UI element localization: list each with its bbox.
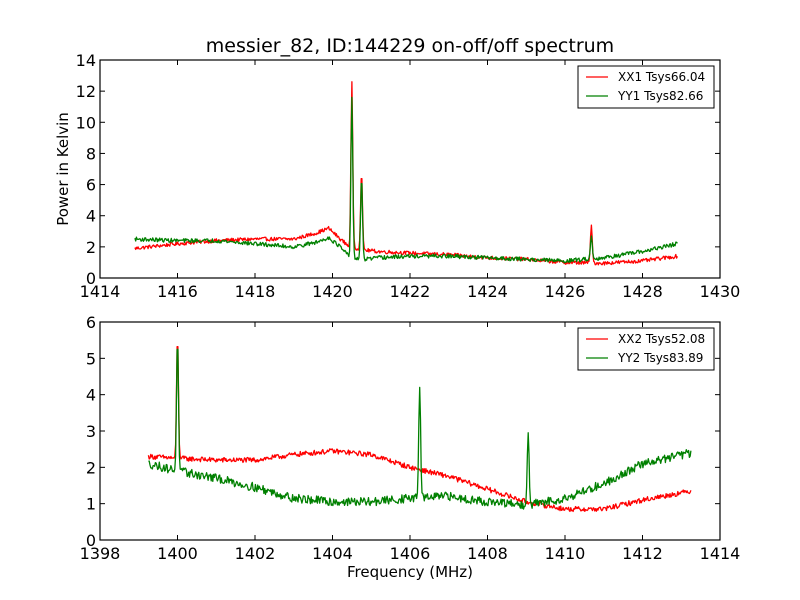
bottom-legend-box [577,327,715,371]
bottom-xtick-label: 1398 [80,544,121,563]
top-xtick-label: 1418 [235,282,276,301]
top-plot-lines [134,81,678,266]
top-xtick-label: 1422 [390,282,431,301]
top-ytick-label: 6 [86,176,96,195]
bottom-ytick-label: 0 [86,531,96,550]
bottom-xtick-label: 1402 [235,544,276,563]
bottom-ytick-label: 2 [86,458,96,477]
top-plot-ticks: 1414 1416 1418 1420 1422 1424 1426 1428 1430 0 2 4 6… [76,51,741,301]
legend-label-xx2: XX2 Tsys52.08 [618,332,705,346]
chart-title: messier_82, ID:144229 on-off/off spectru… [206,35,614,57]
bottom-ytick-label: 5 [86,349,96,368]
bottom-ytick-label: 6 [86,313,96,332]
bottom-plot-lines [147,346,692,513]
top-ytick-label: 4 [86,207,96,226]
bottom-xtick-label: 1412 [622,544,663,563]
top-xtick-label: 1430 [700,282,741,301]
bottom-xtick-label: 1410 [545,544,586,563]
top-xtick-label: 1424 [467,282,508,301]
bottom-xtick-label: 1414 [700,544,741,563]
top-xtick-label: 1416 [157,282,198,301]
bottom-series-line-xx [147,346,692,513]
top-ytick-label: 2 [86,238,96,257]
top-xtick-label: 1426 [545,282,586,301]
x-axis-label: Frequency (MHz) [347,563,473,581]
legend-label-yy1: YY1 Tsys82.66 [617,89,703,103]
legend-label-yy2: YY2 Tsys83.89 [617,351,703,365]
bottom-xtick-label: 1400 [157,544,198,563]
top-xtick-label: 1428 [622,282,663,301]
top-series-line-yy [134,96,678,264]
top-xtick-label: 1414 [80,282,121,301]
top-ytick-label: 10 [76,113,96,132]
bottom-ytick-label: 3 [86,422,96,441]
top-ytick-label: 0 [86,269,96,288]
top-ytick-label: 12 [76,82,96,101]
legend-label-xx1: XX1 Tsys66.04 [618,70,705,84]
top-legend-box [577,65,715,109]
bottom-legend: XX2 Tsys52.08 YY2 Tsys83.89 [577,327,715,371]
bottom-xtick-label: 1406 [390,544,431,563]
top-subplot: 1414 1416 1418 1420 1422 1424 1426 1428 1430 0 2 4 6… [54,51,740,301]
top-ytick-label: 14 [76,51,96,70]
bottom-ytick-label: 4 [86,386,96,405]
top-ytick-label: 8 [86,144,96,163]
y-axis-label: Power in Kelvin [54,112,72,226]
top-xtick-label: 1420 [312,282,353,301]
bottom-plot-ticks: 1398 1400 1402 1404 1406 1408 1410 1412 1414 0 1 2 3… [80,313,741,563]
top-legend: XX1 Tsys66.04 YY1 Tsys82.66 [577,65,715,109]
bottom-xtick-label: 1404 [312,544,353,563]
bottom-subplot: 1398 1400 1402 1404 1406 1408 1410 1412 1414 0 1 2 3… [80,313,741,581]
bottom-ytick-label: 1 [86,495,96,514]
bottom-xtick-label: 1408 [467,544,508,563]
bottom-series-line-yy [148,348,692,510]
